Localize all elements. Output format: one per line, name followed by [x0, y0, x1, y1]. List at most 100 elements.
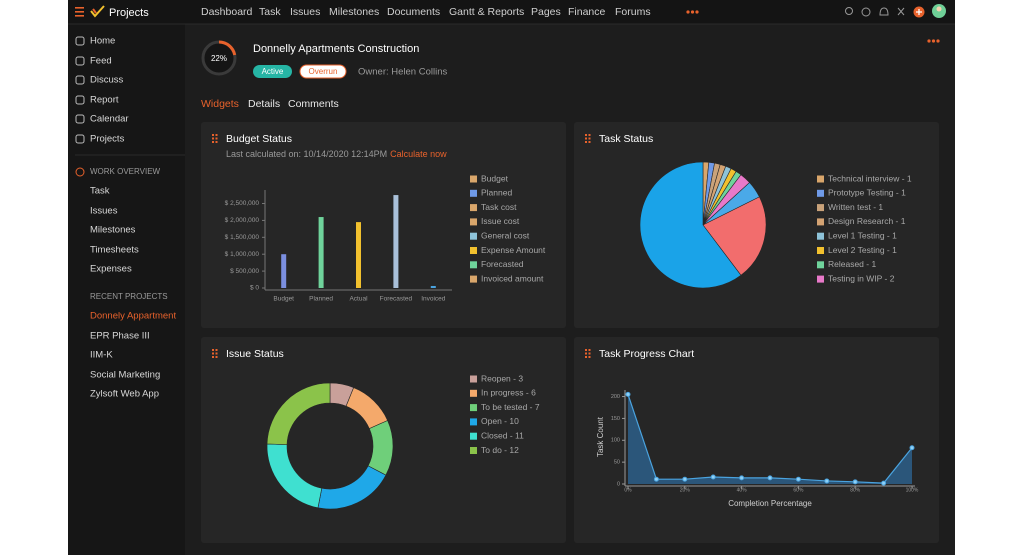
drag-handle[interactable] — [212, 134, 214, 136]
menu-item[interactable]: Home — [90, 36, 115, 47]
logo — [75, 5, 105, 18]
dot — [931, 39, 936, 43]
search-icon[interactable] — [845, 7, 853, 15]
menu-item[interactable]: Projects — [90, 134, 125, 145]
menu-icon — [75, 75, 85, 85]
drag-handle[interactable] — [212, 137, 214, 140]
drag-handle[interactable] — [585, 356, 587, 358]
donut-segment — [266, 382, 331, 445]
legend-label: Reopen - 3 — [481, 373, 523, 383]
menu-item[interactable]: Discuss — [90, 75, 124, 86]
tab[interactable]: Widgets — [201, 98, 239, 110]
drag-handle[interactable] — [585, 352, 587, 355]
project-menu[interactable] — [927, 39, 940, 43]
drag-handle[interactable] — [215, 137, 218, 140]
legend-swatch — [470, 189, 477, 197]
legend-swatch — [470, 204, 477, 212]
recent-project[interactable]: IIM-K — [90, 350, 113, 361]
recent-project[interactable]: EPR Phase III — [90, 331, 150, 342]
legend-swatch — [470, 447, 477, 454]
dot — [686, 10, 690, 14]
tools-icon[interactable] — [897, 7, 905, 16]
widget-title: Task Progress Chart — [599, 348, 694, 360]
y-tick-label: 100 — [611, 438, 620, 444]
drag-handle[interactable] — [588, 356, 591, 358]
legend-label: Level 2 Testing - 1 — [828, 245, 897, 255]
logo-check — [92, 8, 97, 14]
nav-item[interactable]: Forums — [615, 6, 651, 18]
nav-item[interactable]: Dashboard — [201, 6, 253, 18]
drag-handle[interactable] — [585, 134, 587, 136]
nav-item[interactable]: Issues — [290, 6, 320, 18]
drag-handle[interactable] — [588, 134, 591, 136]
menu-icon — [75, 95, 85, 105]
drag-handle[interactable] — [215, 352, 218, 355]
drag-handle[interactable] — [212, 356, 214, 358]
progress-arc — [218, 40, 237, 56]
menu-item[interactable]: Timesheets — [90, 245, 139, 256]
drag-handle[interactable] — [588, 137, 591, 140]
legend-label: Forecasted — [481, 259, 524, 269]
tab[interactable]: Comments — [288, 98, 339, 110]
drag-handle[interactable] — [588, 141, 591, 143]
recent-project[interactable]: Zylsoft Web App — [90, 389, 159, 400]
drag-handle[interactable] — [212, 349, 214, 351]
recent-project[interactable]: Donnely Appartment — [90, 311, 176, 322]
drag-handle[interactable] — [215, 349, 218, 351]
menu-item[interactable]: Issues — [90, 206, 118, 217]
menu-item[interactable]: Milestones — [90, 225, 136, 236]
y-tick-label: 50 — [614, 460, 620, 466]
drag-handle[interactable] — [215, 141, 218, 143]
menu-item[interactable]: Report — [90, 95, 119, 106]
legend-swatch — [817, 204, 824, 212]
data-point — [625, 391, 631, 397]
logo-bar — [75, 11, 84, 13]
recent-project[interactable]: Social Marketing — [90, 370, 160, 381]
menu-item[interactable]: Feed — [90, 56, 112, 67]
tab[interactable]: Details — [248, 98, 280, 110]
data-point — [682, 476, 688, 482]
legend-swatch — [470, 418, 477, 426]
work-overview-icon — [75, 167, 85, 177]
calculate-link[interactable]: Calculate now — [390, 149, 447, 159]
drag-handle[interactable] — [585, 137, 587, 140]
sidebar — [68, 24, 185, 555]
bar — [356, 222, 361, 288]
legend-label: Expense Amount — [481, 245, 546, 255]
drag-handle[interactable] — [215, 356, 218, 358]
data-point — [710, 474, 716, 480]
drag-handle[interactable] — [215, 134, 218, 136]
menu-item[interactable]: Task — [90, 186, 110, 197]
nav-item[interactable]: Documents — [387, 6, 440, 18]
y-tick-label: $ 500,000 — [230, 268, 259, 275]
nav-item[interactable]: Finance — [568, 6, 606, 18]
timer-icon[interactable] — [861, 7, 871, 17]
nav-item[interactable]: Pages — [531, 6, 561, 18]
nav-item[interactable]: Task — [259, 6, 281, 18]
legend-swatch — [817, 175, 824, 183]
nav-item[interactable]: Milestones — [329, 6, 379, 18]
drag-handle[interactable] — [588, 352, 591, 355]
legend-swatch — [817, 218, 824, 226]
y-tick-label: $ 1,000,000 — [225, 251, 260, 258]
legend-swatch — [470, 375, 477, 383]
toolbar-icons — [845, 4, 946, 18]
nav-item[interactable]: Gantt & Reports — [449, 6, 524, 18]
drag-handle[interactable] — [588, 349, 591, 351]
drag-handle[interactable] — [212, 352, 214, 355]
data-point — [824, 478, 830, 484]
menu-item[interactable]: Calendar — [90, 114, 129, 125]
legend-label: Level 1 Testing - 1 — [828, 230, 897, 240]
data-point — [852, 479, 858, 485]
drag-handle[interactable] — [212, 141, 214, 143]
more-menu[interactable] — [686, 10, 699, 14]
menu-icon — [75, 114, 85, 124]
drag-handle[interactable] — [585, 349, 587, 351]
top-bar — [68, 0, 955, 24]
legend-label: Invoiced amount — [481, 273, 544, 283]
bell-icon[interactable] — [879, 7, 889, 16]
legend-label: Testing in WIP - 2 — [828, 273, 895, 283]
project-owner: Owner: Helen Collins — [358, 67, 447, 78]
drag-handle[interactable] — [585, 141, 587, 143]
menu-item[interactable]: Expenses — [90, 264, 132, 275]
